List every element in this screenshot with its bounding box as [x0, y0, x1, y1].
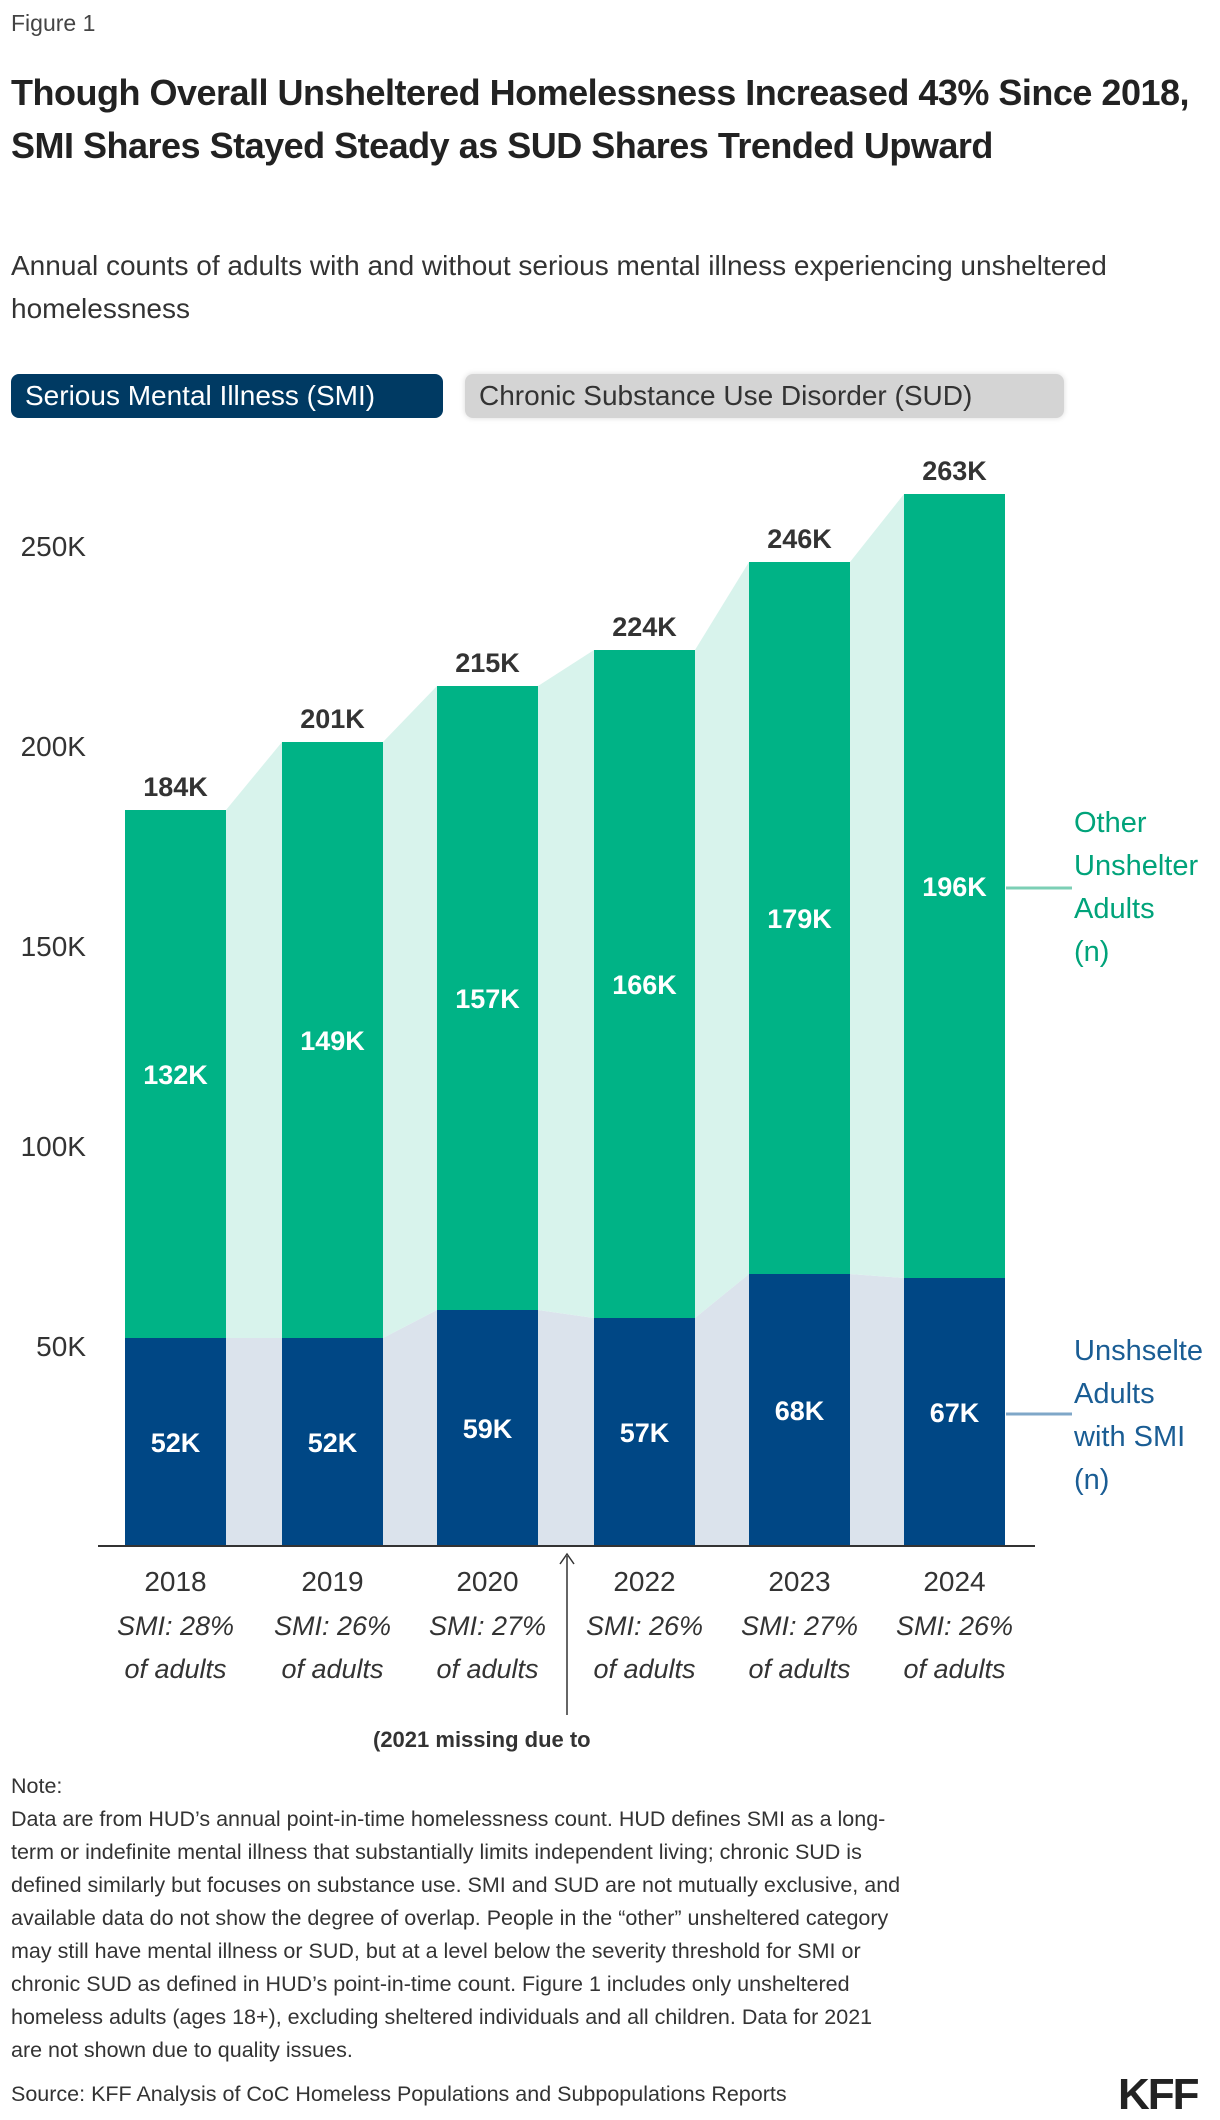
x-sublabel: SMI: 26% [586, 1611, 703, 1641]
bar-other [282, 742, 383, 1338]
tab-sud[interactable]: Chronic Substance Use Disorder (SUD) [465, 374, 1064, 418]
data-label-smi: 52K [151, 1428, 201, 1458]
other-connector [695, 562, 749, 1318]
x-sublabel: of adults [903, 1654, 1005, 1684]
data-label-smi: 59K [463, 1414, 513, 1444]
bar-other [904, 494, 1005, 1278]
legend-label: (n) [1074, 936, 1109, 968]
x-tick-label: 2024 [923, 1566, 985, 1597]
bar-other [594, 650, 695, 1318]
y-tick-label: 250K [21, 531, 87, 562]
legend-label: Adults [1074, 1378, 1155, 1410]
data-label-total: 224K [612, 612, 677, 642]
note-line: term or indefinite mental illness that s… [11, 1840, 862, 1864]
legend-label: (n) [1074, 1464, 1109, 1496]
other-connector [538, 650, 594, 1318]
x-tick-label: 2020 [456, 1566, 518, 1597]
x-sublabel: of adults [593, 1654, 695, 1684]
note-line: may still have mental illness or SUD, bu… [11, 1939, 861, 1963]
x-sublabel: SMI: 28% [117, 1611, 234, 1641]
data-label-other: 132K [143, 1060, 208, 1090]
other-connector [383, 686, 437, 1338]
kff-logo: KFF [1118, 2070, 1200, 2119]
bar-smi [904, 1278, 1005, 1546]
x-tick-label: 2023 [768, 1566, 830, 1597]
x-sublabel: of adults [124, 1654, 226, 1684]
y-tick-label: 150K [21, 931, 87, 962]
x-tick-label: 2022 [613, 1566, 675, 1597]
annotation-text: (2021 missing due to [373, 1727, 591, 1752]
x-sublabel: SMI: 27% [429, 1611, 546, 1641]
data-label-smi: 67K [930, 1398, 980, 1428]
x-sublabel: SMI: 26% [896, 1611, 1013, 1641]
legend-label: Adults [1074, 893, 1155, 925]
note-label: Note: [11, 1774, 63, 1798]
chart-title: Though Overall Unsheltered Homelessness … [11, 72, 1190, 166]
y-tick-label: 100K [21, 1131, 87, 1162]
bar-smi [749, 1274, 850, 1546]
bar-other [125, 810, 226, 1338]
smi-connector [383, 1310, 437, 1546]
note-line: available data do not show the degree of… [11, 1906, 889, 1930]
bar-smi [437, 1310, 538, 1546]
source: Source: KFF Analysis of CoC Homeless Pop… [11, 2082, 787, 2106]
x-sublabel: SMI: 26% [274, 1611, 391, 1641]
x-sublabel: SMI: 27% [741, 1611, 858, 1641]
arrow-up-icon [559, 1552, 575, 1565]
x-tick-label: 2019 [301, 1566, 363, 1597]
note-line: chronic SUD as defined in HUD’s point-in… [11, 1972, 850, 1996]
chart-subtitle: Annual counts of adults with and without… [11, 250, 1107, 324]
note-line: are not shown due to quality issues. [11, 2038, 353, 2062]
bar-smi [282, 1338, 383, 1546]
legend-label: Other [1074, 807, 1147, 839]
data-label-total: 201K [300, 704, 365, 734]
note-line: Data are from HUD’s annual point-in-time… [11, 1807, 886, 1831]
smi-connector [538, 1310, 594, 1546]
legend-label: with SMI [1073, 1421, 1185, 1453]
x-sublabel: of adults [748, 1654, 850, 1684]
figure-label: Figure 1 [11, 10, 96, 36]
x-sublabel: of adults [281, 1654, 383, 1684]
x-tick-label: 2018 [144, 1566, 206, 1597]
other-connector [850, 494, 904, 1278]
data-label-smi: 52K [308, 1428, 358, 1458]
note: Note: Data are from HUD’s annual point-i… [11, 1770, 900, 2067]
tab-smi[interactable]: Serious Mental Illness (SMI) [11, 374, 443, 418]
other-connector [226, 742, 282, 1338]
smi-connector [695, 1274, 749, 1546]
bar-other [437, 686, 538, 1310]
data-label-other: 166K [612, 970, 677, 1000]
stacked-bar-chart: 52K 132K 184K 2018 SMI: 28% of adults 52K 149K 2… [21, 456, 1203, 1752]
y-tick-label: 200K [21, 731, 87, 762]
smi-connector [226, 1338, 282, 1546]
bar-smi [594, 1318, 695, 1546]
note-line: homeless adults (ages 18+), excluding sh… [11, 2005, 873, 2029]
bar-smi [125, 1338, 226, 1546]
data-label-other: 149K [300, 1026, 365, 1056]
legend-label: Unshselte [1074, 1335, 1203, 1367]
data-label-other: 196K [922, 872, 987, 902]
note-line: defined similarly but focuses on substan… [11, 1873, 901, 1897]
data-label-smi: 57K [620, 1418, 670, 1448]
bar-other [749, 562, 850, 1274]
data-label-total: 263K [922, 456, 987, 486]
y-tick-label: 50K [36, 1331, 86, 1362]
smi-connector [850, 1274, 904, 1546]
data-label-total: 215K [455, 648, 520, 678]
data-label-other: 157K [455, 984, 520, 1014]
x-sublabel: of adults [436, 1654, 538, 1684]
legend-label: Unshelter [1074, 850, 1198, 882]
data-label-other: 179K [767, 904, 832, 934]
data-label-total: 184K [143, 772, 208, 802]
data-label-total: 246K [767, 524, 832, 554]
data-label-smi: 68K [775, 1396, 825, 1426]
